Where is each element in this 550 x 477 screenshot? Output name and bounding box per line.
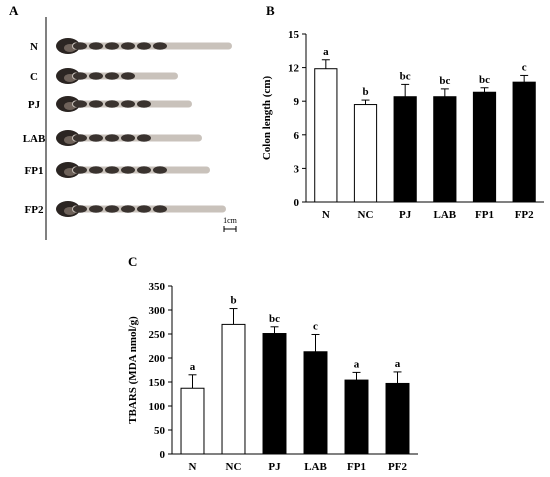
colon-specimen xyxy=(56,68,178,84)
row-label: N xyxy=(30,41,38,53)
row-label: C xyxy=(30,71,38,83)
y-tick-label: 250 xyxy=(149,329,166,341)
x-tick-label: NC xyxy=(358,209,374,221)
bar xyxy=(180,387,205,455)
y-tick-label: 3 xyxy=(294,163,300,175)
row-label: FP1 xyxy=(25,165,44,177)
bar xyxy=(262,333,287,455)
bar xyxy=(221,323,246,455)
x-tick-label: FP1 xyxy=(347,461,366,473)
bar xyxy=(393,96,417,203)
y-tick-label: 350 xyxy=(149,281,166,293)
colon-specimen xyxy=(56,130,202,146)
y-tick-label: 300 xyxy=(149,305,166,317)
significance-label: b xyxy=(362,86,368,98)
y-tick-label: 0 xyxy=(294,197,300,209)
bar xyxy=(303,351,328,455)
significance-label: c xyxy=(313,320,318,332)
panel-a-letter: A xyxy=(9,3,19,18)
row-labels: N C PJ LAB FP1 FP2 xyxy=(23,41,46,216)
significance-label: bc xyxy=(269,313,280,325)
x-tick-label: N xyxy=(322,209,330,221)
x-tick-label: LAB xyxy=(434,209,457,221)
y-tick-label: 9 xyxy=(294,96,300,108)
y-tick-label: 12 xyxy=(288,63,300,75)
y-tick-label: 150 xyxy=(149,377,166,389)
colon-rows xyxy=(56,38,232,217)
row-label: LAB xyxy=(23,133,46,145)
bar xyxy=(314,68,338,203)
panel-b-letter: B xyxy=(266,3,275,18)
significance-label: bc xyxy=(439,75,450,87)
colon-specimen xyxy=(56,162,210,178)
x-tick-label: LAB xyxy=(304,461,327,473)
significance-label: b xyxy=(230,295,236,307)
x-tick-label: PJ xyxy=(268,461,281,473)
y-tick-label: 100 xyxy=(149,401,166,413)
y-axis-label: Colon length (cm) xyxy=(262,76,273,161)
colon-specimen xyxy=(56,201,226,217)
x-tick-label: PJ xyxy=(399,209,412,221)
chart-colon-length: 0 3 6 9 12 15 Colon length (cm) a Nb NC bc PJ bc LAB b… xyxy=(262,29,544,221)
colon-specimen xyxy=(56,96,192,112)
significance-label: a xyxy=(323,46,329,58)
scale-bar: 1cm xyxy=(223,216,238,232)
significance-label: bc xyxy=(479,74,490,86)
row-label: PJ xyxy=(28,99,41,111)
significance-label: a xyxy=(395,358,401,370)
bar xyxy=(433,96,457,203)
bar xyxy=(385,382,410,455)
y-tick-label: 6 xyxy=(294,130,300,142)
bar xyxy=(472,91,497,203)
y-tick-label: 200 xyxy=(149,353,166,365)
x-tick-label: N xyxy=(189,461,197,473)
bar xyxy=(512,81,536,203)
row-label: FP2 xyxy=(25,204,44,216)
scale-bar-label: 1cm xyxy=(223,216,238,225)
y-tick-label: 15 xyxy=(288,29,300,41)
significance-label: a xyxy=(354,358,360,370)
colon-specimen xyxy=(56,38,232,54)
significance-label: c xyxy=(522,61,527,73)
x-tick-label: FP2 xyxy=(515,209,534,221)
panel-c-letter: C xyxy=(128,254,138,269)
chart-tbars: 0 50 100 150 200 250 300 350 TBARS (MDA nmol/g) a… xyxy=(127,281,418,473)
bar xyxy=(344,379,369,455)
x-tick-label: PF2 xyxy=(388,461,407,473)
significance-label: a xyxy=(190,361,196,373)
colon-photograph: N C PJ LAB FP1 FP2 1cm xyxy=(23,17,238,240)
bar xyxy=(353,104,378,203)
y-tick-label: 0 xyxy=(160,449,166,461)
x-tick-label: NC xyxy=(226,461,242,473)
x-tick-label: FP1 xyxy=(475,209,494,221)
y-axis-label: TBARS (MDA nmol/g) xyxy=(127,316,139,424)
significance-label: bc xyxy=(400,70,411,82)
y-tick-label: 50 xyxy=(154,425,166,437)
